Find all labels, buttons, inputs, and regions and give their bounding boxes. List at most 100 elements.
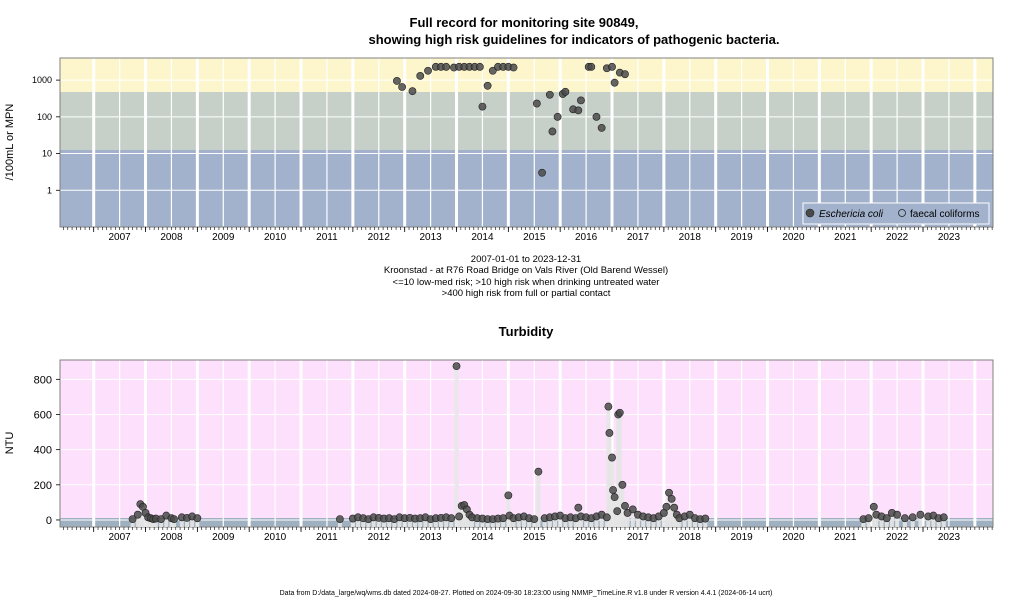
data-point — [398, 83, 406, 91]
turbidity-y-axis-label: NTU — [4, 432, 16, 455]
data-point — [408, 87, 417, 96]
data-point — [193, 514, 202, 523]
data-point — [613, 507, 622, 516]
x-tick-label: 2007 — [108, 532, 131, 543]
data-point — [478, 102, 487, 111]
turbidity-y-axis: 0 200 400 600 800 — [34, 374, 60, 527]
chart-title-line-1: Full record for monitoring site 90849, — [410, 15, 639, 30]
data-point — [908, 513, 917, 522]
x-tick-label: 2018 — [679, 232, 702, 243]
data-point — [532, 99, 541, 108]
data-point — [701, 514, 710, 523]
data-point — [605, 429, 614, 437]
data-point — [488, 66, 497, 75]
data-point — [597, 123, 606, 132]
bacteria-x-axis: 2007 2008 2009 2010 2011 2012 2013 2014 2015 2016… — [63, 227, 993, 243]
data-point — [534, 467, 543, 476]
turbidity-grid — [60, 360, 993, 527]
y-tick-label: 600 — [34, 409, 52, 421]
x-tick-label: 2015 — [523, 232, 546, 243]
data-point — [604, 402, 613, 411]
guideline-contact-label: >400 high risk from full or partial cont… — [442, 288, 611, 299]
data-point — [610, 493, 619, 502]
data-point — [538, 168, 546, 177]
drinking-risk-band — [60, 92, 993, 150]
chart-title-line-2: showing high risk guidelines for indicat… — [369, 32, 780, 47]
y-tick-label: 200 — [34, 480, 52, 492]
data-point — [504, 491, 513, 500]
x-tick-label: 2021 — [834, 532, 857, 543]
x-tick-label: 2021 — [834, 232, 857, 243]
legend-ecoli-marker — [805, 208, 815, 218]
legend-box — [802, 202, 990, 225]
data-point — [545, 90, 554, 99]
y-tick-label: 800 — [34, 374, 52, 386]
y-tick-label: 1 — [47, 185, 52, 195]
x-tick-label: 2007 — [108, 232, 131, 243]
x-tick-label: 2008 — [160, 232, 183, 243]
data-point — [869, 502, 878, 511]
data-point — [621, 70, 629, 79]
x-tick-label: 2010 — [264, 532, 287, 543]
x-tick-label: 2020 — [782, 232, 805, 243]
data-point — [442, 62, 451, 71]
data-point — [667, 494, 676, 503]
x-tick-label: 2016 — [575, 532, 598, 543]
y-tick-label: 10 — [42, 149, 52, 159]
footer-note: Data from D:/data_large/wq/wms.db dated … — [280, 590, 773, 597]
data-point — [618, 480, 627, 489]
date-range-label: 2007-01-01 to 2023-12-31 — [471, 254, 581, 265]
x-tick-label: 2009 — [212, 232, 235, 243]
x-tick-label: 2016 — [575, 232, 598, 243]
y-tick-label: 1000 — [32, 75, 52, 85]
data-point — [483, 81, 492, 90]
high-risk-band — [60, 58, 993, 92]
data-point — [608, 453, 616, 462]
legend-faecal-label: faecal coliforms — [910, 209, 979, 220]
data-point — [608, 62, 616, 71]
x-tick-label: 2014 — [471, 232, 494, 243]
x-tick-label: 2020 — [782, 532, 805, 543]
data-point — [128, 515, 137, 523]
turbidity-x-axis: 2007 2008 2009 2010 2011 2012 2013 2014 2015 2016… — [63, 527, 993, 543]
legend: Eschericia coli faecal coliforms — [802, 202, 990, 225]
bacteria-grid — [60, 58, 993, 227]
x-tick-label: 2012 — [368, 532, 391, 543]
site-description-label: Kroonstad - at R76 Road Bridge on Vals R… — [384, 265, 668, 276]
x-tick-label: 2013 — [419, 532, 442, 543]
data-point — [574, 106, 583, 115]
data-point — [133, 510, 142, 519]
x-tick-label: 2013 — [419, 232, 442, 243]
data-point — [592, 112, 601, 121]
data-point — [530, 515, 539, 523]
x-tick-label: 2019 — [730, 232, 753, 243]
data-point — [475, 62, 484, 71]
data-point — [393, 77, 401, 85]
data-point — [509, 63, 518, 72]
data-point — [615, 408, 624, 417]
bacteria-plot-frame — [59, 57, 994, 228]
x-tick-label: 2014 — [471, 532, 494, 543]
data-point — [628, 505, 637, 514]
data-point — [587, 62, 596, 71]
turbidity-plot-frame — [59, 359, 994, 528]
data-point — [335, 515, 344, 523]
turbidity-base-band — [60, 518, 993, 527]
x-tick-label: 2022 — [886, 532, 909, 543]
data-point — [452, 362, 461, 371]
data-point — [455, 512, 464, 521]
data-point — [882, 514, 891, 523]
data-point — [170, 515, 178, 523]
data-point — [561, 87, 570, 96]
data-point — [602, 513, 611, 522]
data-point — [548, 127, 557, 136]
x-tick-label: 2015 — [523, 532, 546, 543]
guideline-drinking-label: <=10 low-med risk; >10 high risk when dr… — [393, 277, 660, 288]
turbidity-series — [128, 362, 948, 527]
x-tick-label: 2023 — [938, 232, 961, 243]
x-tick-label: 2018 — [679, 532, 702, 543]
x-tick-label: 2011 — [316, 532, 338, 543]
